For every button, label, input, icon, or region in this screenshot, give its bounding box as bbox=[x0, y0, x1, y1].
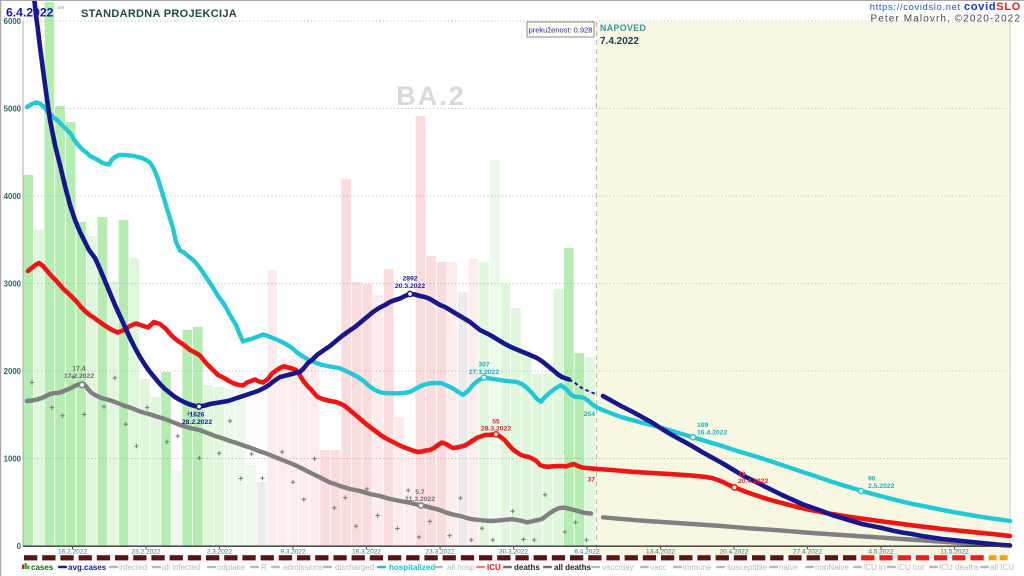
svg-text:odplake: odplake bbox=[217, 563, 246, 572]
svg-text:6.4.2022: 6.4.2022 bbox=[6, 6, 54, 20]
svg-text:Peter Malovrh, ©2020-2022: Peter Malovrh, ©2020-2022 bbox=[871, 14, 1022, 25]
svg-text:28.3.2022: 28.3.2022 bbox=[481, 425, 511, 432]
svg-text:9.3.2022: 9.3.2022 bbox=[280, 549, 306, 556]
svg-text:16.3.2022: 16.3.2022 bbox=[352, 549, 381, 556]
svg-text:deaths: deaths bbox=[514, 563, 540, 572]
svg-text:6.4.2022: 6.4.2022 bbox=[574, 549, 600, 556]
svg-text:23.2.2022: 23.2.2022 bbox=[132, 549, 161, 556]
svg-text:27.3.2022: 27.3.2022 bbox=[469, 369, 499, 376]
svg-text:20.4.2022: 20.4.2022 bbox=[720, 549, 749, 556]
svg-text:vacc/day: vacc/day bbox=[602, 563, 634, 572]
svg-text:254: 254 bbox=[584, 411, 596, 418]
svg-text:2892: 2892 bbox=[402, 276, 417, 283]
svg-text:37: 37 bbox=[587, 476, 595, 483]
svg-text:all deaths: all deaths bbox=[554, 563, 591, 572]
svg-text:ICU: ICU bbox=[487, 563, 501, 572]
svg-text:28.2.2022: 28.2.2022 bbox=[182, 419, 212, 426]
svg-text:27.4.2022: 27.4.2022 bbox=[793, 549, 822, 556]
svg-text:https://covidslo.net covidSLO: https://covidslo.net covidSLO bbox=[870, 1, 1021, 13]
svg-text:6000: 6000 bbox=[4, 17, 22, 26]
svg-text:307: 307 bbox=[478, 362, 490, 369]
svg-text:ICU out: ICU out bbox=[897, 563, 925, 572]
svg-text:sre: sre bbox=[58, 5, 65, 10]
svg-text:2.3.2022: 2.3.2022 bbox=[207, 549, 233, 556]
svg-text:all hosp.: all hosp. bbox=[447, 563, 477, 572]
svg-text:1626: 1626 bbox=[189, 412, 204, 419]
svg-text:7.4.2022: 7.4.2022 bbox=[600, 36, 639, 47]
svg-text:199: 199 bbox=[697, 422, 709, 429]
svg-text:nonNaive: nonNaive bbox=[815, 563, 849, 572]
svg-text:0: 0 bbox=[17, 542, 22, 551]
svg-text:R: R bbox=[261, 563, 267, 572]
svg-text:cases: cases bbox=[31, 563, 54, 572]
svg-text:ICU in: ICU in bbox=[863, 563, 885, 572]
svg-text:3000: 3000 bbox=[4, 279, 22, 288]
svg-text:2.5.2022: 2.5.2022 bbox=[868, 483, 895, 490]
svg-text:STANDARDNA PROJEKCIJA: STANDARDNA PROJEKCIJA bbox=[81, 8, 237, 20]
svg-text:discharged: discharged bbox=[335, 563, 374, 572]
svg-text:55: 55 bbox=[492, 418, 500, 425]
svg-text:BA.2: BA.2 bbox=[396, 81, 466, 111]
svg-text:immune: immune bbox=[683, 563, 712, 572]
svg-text:96: 96 bbox=[868, 476, 876, 483]
svg-text:naive: naive bbox=[779, 563, 799, 572]
svg-text:admissions: admissions bbox=[283, 563, 323, 572]
svg-text:11.5.2022: 11.5.2022 bbox=[940, 549, 969, 556]
svg-text:susceptible: susceptible bbox=[727, 563, 768, 572]
svg-text:20.4.2022: 20.4.2022 bbox=[738, 478, 768, 485]
svg-text:4000: 4000 bbox=[4, 192, 22, 201]
svg-text:29: 29 bbox=[738, 471, 746, 478]
svg-text:23.3.2022: 23.3.2022 bbox=[426, 549, 455, 556]
svg-text:hospitalized: hospitalized bbox=[389, 563, 435, 572]
svg-text:avg.cases: avg.cases bbox=[68, 563, 107, 572]
svg-text:all infected: all infected bbox=[162, 563, 200, 572]
svg-text:20.3.2022: 20.3.2022 bbox=[395, 283, 425, 290]
svg-text:5000: 5000 bbox=[4, 104, 22, 113]
svg-text:16.2.2022: 16.2.2022 bbox=[58, 549, 87, 556]
svg-text:5.7: 5.7 bbox=[415, 489, 425, 496]
svg-text:infected: infected bbox=[119, 563, 147, 572]
svg-text:16.4.2022: 16.4.2022 bbox=[697, 430, 727, 437]
svg-text:2000: 2000 bbox=[4, 367, 22, 376]
svg-text:30.3.2022: 30.3.2022 bbox=[499, 549, 528, 556]
svg-text:ICU deaths: ICU deaths bbox=[939, 563, 979, 572]
svg-text:1000: 1000 bbox=[4, 454, 22, 463]
svg-text:prekuženost: 0.928: prekuženost: 0.928 bbox=[529, 26, 593, 35]
svg-text:21.3.2022: 21.3.2022 bbox=[405, 496, 435, 503]
svg-text:13.4.2022: 13.4.2022 bbox=[646, 549, 675, 556]
svg-text:17.2.2022: 17.2.2022 bbox=[64, 373, 94, 380]
svg-text:vacc: vacc bbox=[650, 563, 666, 572]
svg-text:4.5.2022: 4.5.2022 bbox=[868, 549, 894, 556]
svg-text:NAPOVED: NAPOVED bbox=[600, 23, 646, 33]
svg-text:all ICU: all ICU bbox=[990, 563, 1014, 572]
svg-text:17.4: 17.4 bbox=[72, 366, 85, 373]
